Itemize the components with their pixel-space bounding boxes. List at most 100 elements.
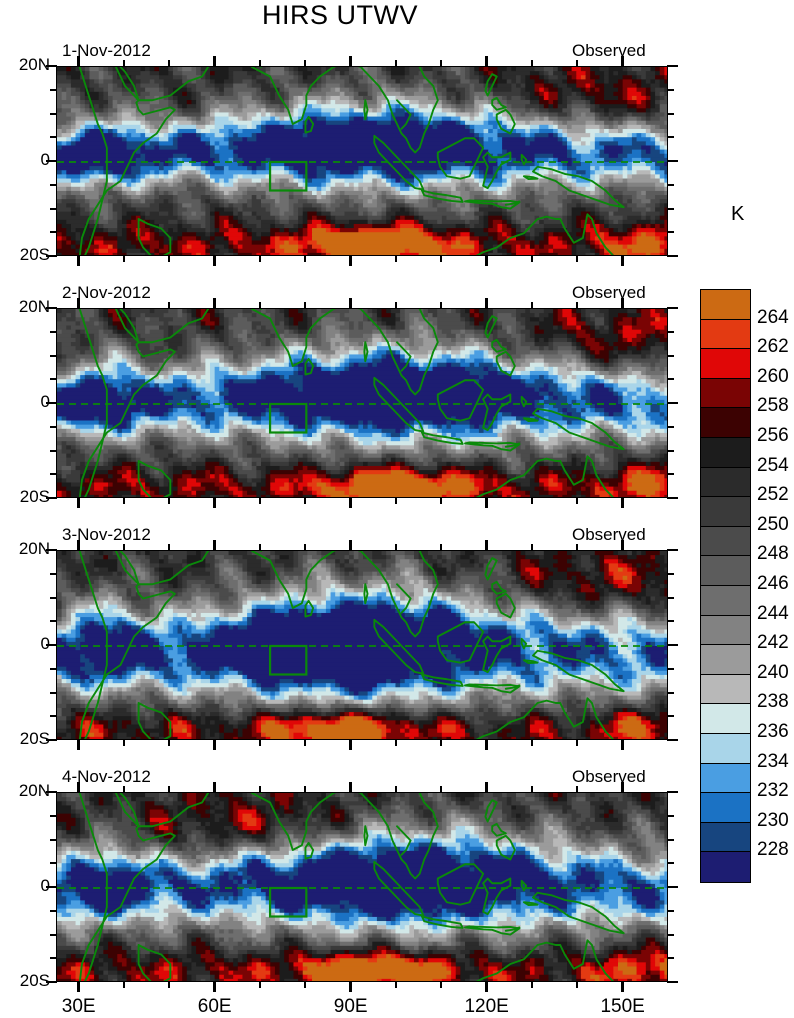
colorbar-tick-label: 250 [757, 514, 789, 536]
ytick-minor [50, 910, 57, 912]
xtick-minor-bottom [259, 739, 261, 746]
xtick-minor-bottom [259, 255, 261, 262]
ytick-minor-right [667, 113, 674, 115]
ytick-minor-right [667, 331, 674, 333]
xtick-minor-top [531, 786, 533, 793]
xtick-minor-top [576, 786, 578, 793]
ytick-minor [50, 473, 57, 475]
xtick-major-bottom [213, 255, 215, 266]
colorbar-tick-label: 262 [757, 336, 789, 358]
ytick-minor [50, 620, 57, 622]
xtick-minor-bottom [440, 255, 442, 262]
colorbar[interactable] [700, 289, 751, 883]
panel-date-label: 3-Nov-2012 [62, 525, 151, 545]
xtick-major-top [213, 540, 215, 551]
ytick-minor-right [667, 473, 674, 475]
ytick-minor-right [667, 355, 674, 357]
xtick-major-bottom [349, 497, 351, 508]
ytick-minor [50, 426, 57, 428]
colorbar-band [701, 734, 750, 764]
ytick-minor [50, 839, 57, 841]
xtick-major-top [485, 540, 487, 551]
xtick-minor-bottom [123, 739, 125, 746]
ytick-minor-right [667, 231, 674, 233]
xtick-minor-top [576, 302, 578, 309]
panel-date-label: 2-Nov-2012 [62, 283, 151, 303]
ytick-minor [50, 934, 57, 936]
ytick-minor [50, 597, 57, 599]
colorbar-band [701, 468, 750, 498]
colorbar-band [701, 320, 750, 350]
xtick-minor-top [259, 786, 261, 793]
xtick-label: 150E [588, 996, 658, 1018]
colorbar-band [701, 290, 750, 320]
xtick-minor-bottom [440, 497, 442, 504]
map-panel[interactable] [56, 792, 668, 982]
ytick-minor [50, 862, 57, 864]
colorbar-tick-label: 228 [757, 839, 789, 861]
xtick-minor-top [123, 544, 125, 551]
colorbar-tick-label: 234 [757, 751, 789, 773]
xtick-major-bottom [621, 739, 623, 750]
colorbar-tick-label: 240 [757, 662, 789, 684]
xtick-minor-bottom [304, 255, 306, 262]
ytick-minor [50, 815, 57, 817]
ytick-label: 0 [0, 876, 50, 896]
xtick-major-bottom [213, 739, 215, 750]
ytick-minor [50, 89, 57, 91]
xtick-major-top [485, 56, 487, 67]
ytick-minor-right [667, 862, 674, 864]
xtick-major-top [77, 540, 79, 551]
ytick-label: 20N [0, 55, 50, 75]
colorbar-tick-label: 232 [757, 780, 789, 802]
ytick-minor [50, 184, 57, 186]
xtick-minor-top [304, 302, 306, 309]
xtick-label: 30E [44, 996, 114, 1018]
xtick-minor-top [395, 544, 397, 551]
xtick-minor-top [168, 302, 170, 309]
xtick-major-top [485, 782, 487, 793]
xtick-minor-bottom [440, 739, 442, 746]
xtick-minor-bottom [531, 739, 533, 746]
xtick-major-bottom [485, 981, 487, 992]
map-panel[interactable] [56, 550, 668, 740]
xtick-minor-bottom [531, 497, 533, 504]
ytick-label: 20N [0, 297, 50, 317]
map-panel[interactable] [56, 308, 668, 498]
xtick-major-bottom [621, 255, 623, 266]
xtick-minor-bottom [123, 981, 125, 988]
xtick-major-top [349, 782, 351, 793]
xtick-major-bottom [485, 255, 487, 266]
colorbar-band [701, 556, 750, 586]
xtick-major-top [349, 56, 351, 67]
ytick-minor-right [667, 692, 674, 694]
xtick-minor-top [123, 786, 125, 793]
xtick-minor-top [123, 60, 125, 67]
xtick-minor-bottom [395, 981, 397, 988]
ytick-label: 20S [0, 245, 50, 265]
xtick-major-top [485, 298, 487, 309]
ytick-minor [50, 113, 57, 115]
xtick-minor-top [531, 544, 533, 551]
ytick-minor-right [667, 597, 674, 599]
map-panel[interactable] [56, 66, 668, 256]
colorbar-unit-label: K [731, 203, 744, 226]
ytick-minor [50, 208, 57, 210]
xtick-minor-bottom [440, 981, 442, 988]
ytick-minor-right [667, 426, 674, 428]
ytick-minor [50, 450, 57, 452]
ytick-minor [50, 692, 57, 694]
colorbar-band [701, 793, 750, 823]
xtick-major-top [77, 298, 79, 309]
ytick-label: 20N [0, 539, 50, 559]
colorbar-tick-label: 246 [757, 573, 789, 595]
panel-source-label: Observed [572, 525, 646, 545]
xtick-major-top [213, 56, 215, 67]
ytick-major-right [667, 791, 678, 793]
colorbar-band [701, 497, 750, 527]
colorbar-tick-label: 244 [757, 603, 789, 625]
colorbar-tick-label: 264 [757, 307, 789, 329]
xtick-major-top [349, 298, 351, 309]
xtick-minor-bottom [395, 497, 397, 504]
